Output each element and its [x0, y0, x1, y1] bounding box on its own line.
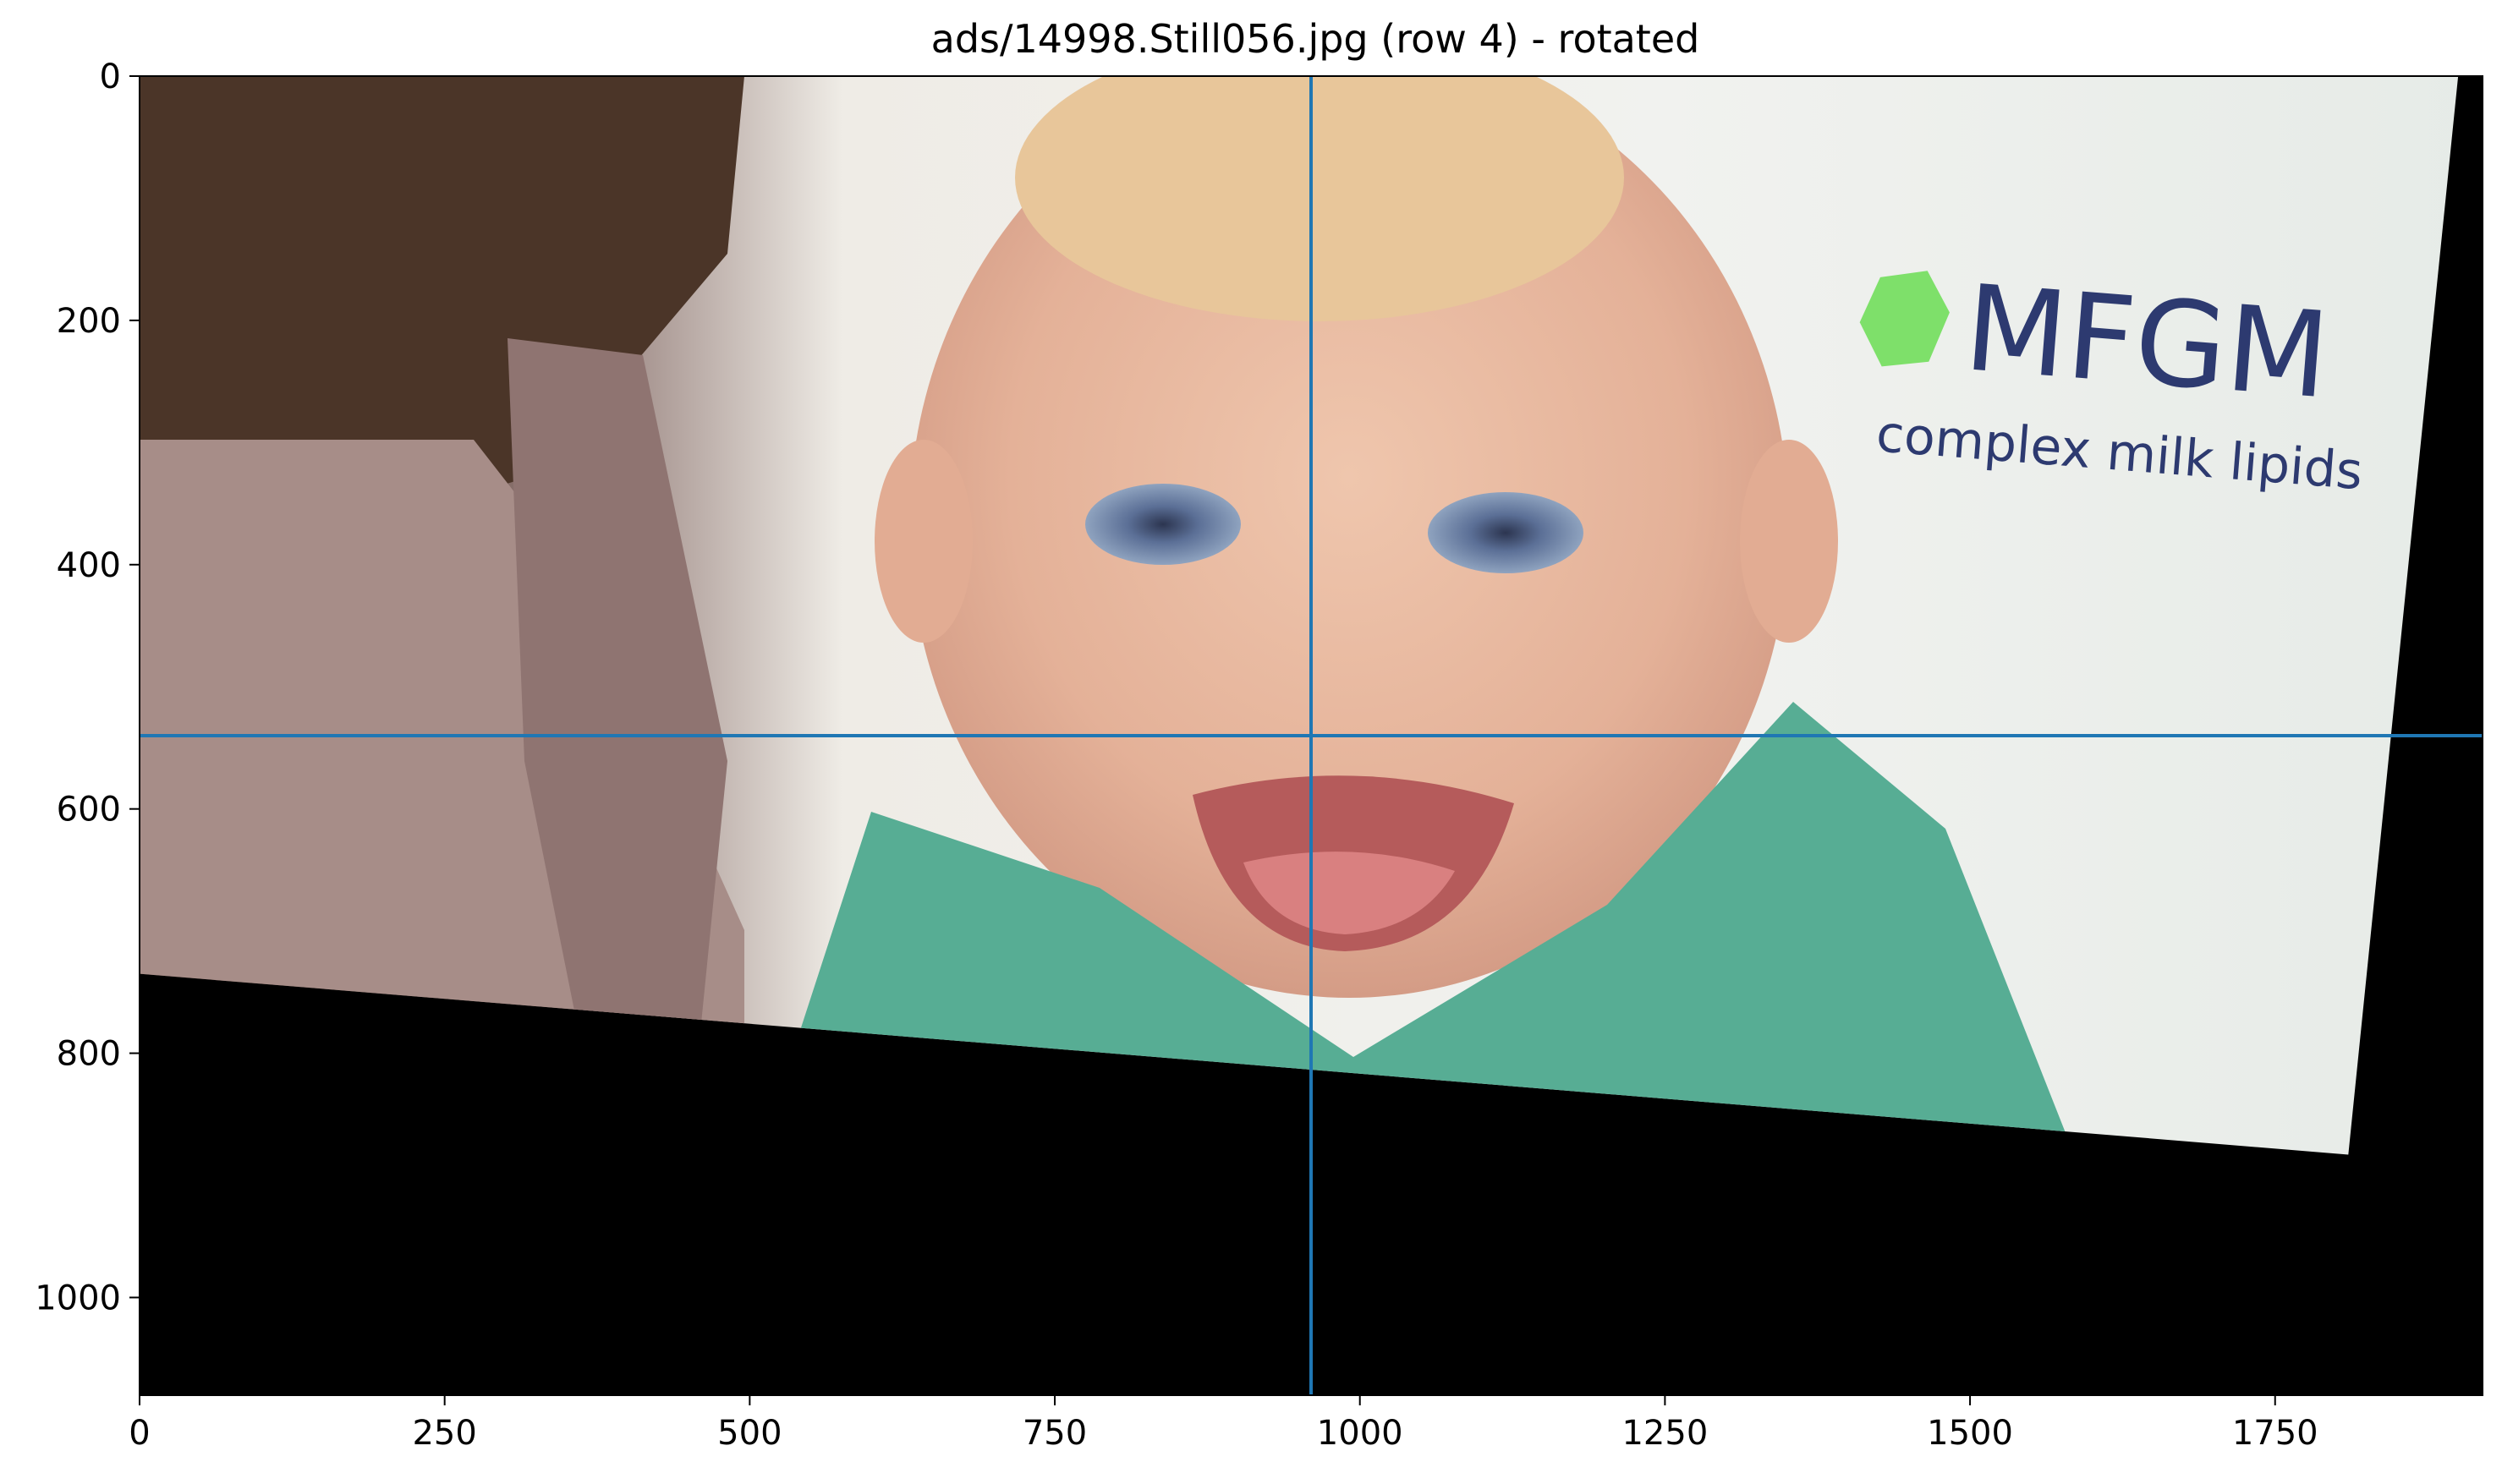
image-axes: MFGM complex milk lipids 0 250 500 750 1000 1… — [35, 57, 2483, 1453]
baby-hair — [1015, 76, 1624, 321]
x-axis-ticks: 0 250 500 750 1000 1250 1500 1750 — [129, 1395, 2318, 1453]
green-gem-icon — [1859, 271, 1950, 367]
y-tick-label: 600 — [57, 791, 121, 830]
x-tick-label: 250 — [412, 1414, 476, 1453]
baby-right-ear — [1740, 440, 1838, 643]
baby-left-ear — [875, 440, 973, 643]
y-axis-ticks: 0 200 400 600 800 1000 — [35, 57, 140, 1317]
baby-tongue — [1243, 852, 1455, 934]
baby-right-eye — [1428, 492, 1583, 573]
y-tick-label: 0 — [100, 57, 121, 96]
axes-frame — [139, 75, 2483, 1396]
x-tick-label: 750 — [1023, 1414, 1087, 1453]
y-tick-label: 800 — [57, 1035, 121, 1074]
baby-green-onesie — [761, 702, 2072, 1150]
adult-collar — [508, 338, 727, 1099]
y-tick-label: 400 — [57, 546, 121, 585]
rotated-photo: MFGM complex milk lipids — [140, 76, 2459, 1155]
x-tick-label: 1000 — [1317, 1414, 1403, 1453]
logo-text: MFGM — [1960, 260, 2334, 425]
baby-left-eye — [1085, 484, 1241, 565]
y-tick-label: 1000 — [35, 1279, 121, 1317]
x-tick-label: 500 — [717, 1414, 782, 1453]
x-tick-label: 1250 — [1621, 1414, 1708, 1453]
figure-title: ads/14998.Still056.jpg (row 4) - rotated — [931, 16, 1700, 62]
x-tick-label: 1750 — [2232, 1414, 2318, 1453]
x-tick-label: 0 — [129, 1414, 150, 1453]
y-tick-label: 200 — [57, 302, 121, 341]
x-tick-label: 1500 — [1927, 1414, 2013, 1453]
